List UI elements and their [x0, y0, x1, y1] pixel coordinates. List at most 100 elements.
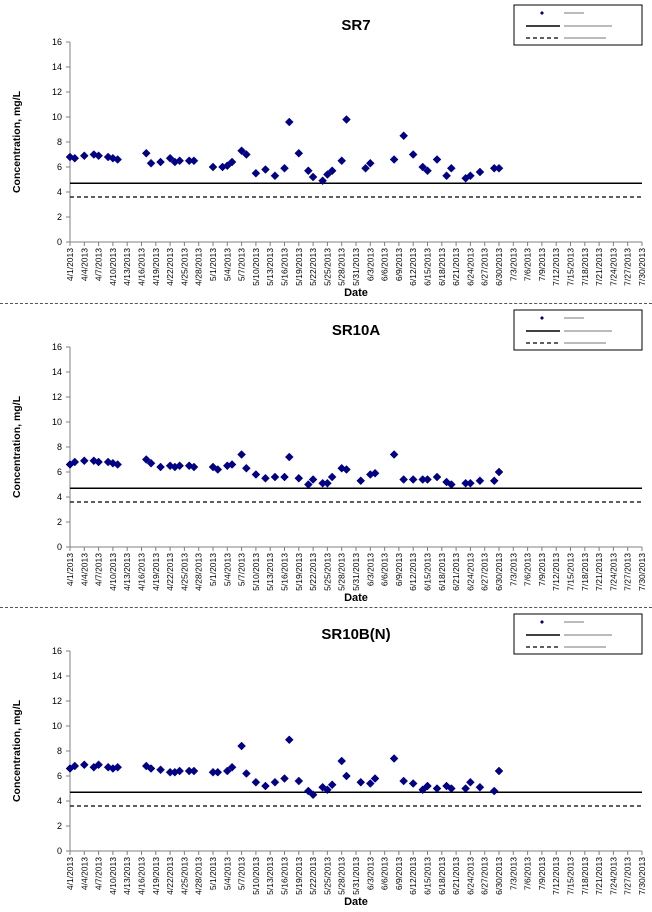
- x-tick-label: 5/10/2013: [251, 857, 261, 895]
- data-point: [70, 761, 80, 771]
- data-point: [175, 766, 184, 776]
- chart-panel-sr10a: SR10A 0 2 4 6 8 10 12 14 16 Concentration, mg/L 4/1…: [0, 305, 650, 607]
- x-tick-label: 4/1/2013: [65, 553, 75, 586]
- data-point: [251, 777, 261, 787]
- x-tick-label: 4/10/2013: [108, 248, 118, 286]
- data-point: [270, 171, 280, 181]
- data-point: [408, 779, 418, 788]
- data-point: [146, 158, 156, 168]
- legend-text-placeholder: [564, 12, 584, 14]
- data-point: [294, 776, 304, 786]
- legend-marker: [540, 620, 544, 624]
- legend-marker: [540, 316, 544, 320]
- data-point: [227, 460, 237, 469]
- data-point: [213, 465, 223, 474]
- data-point: [146, 458, 156, 468]
- data-point: [189, 766, 199, 776]
- data-point: [466, 777, 475, 787]
- x-tick-label: 6/12/2013: [408, 857, 418, 895]
- x-tick-label: 4/22/2013: [165, 248, 175, 286]
- x-tick-label: 7/15/2013: [566, 553, 576, 591]
- data-point: [175, 461, 184, 471]
- x-tick-label: 5/19/2013: [294, 248, 304, 286]
- x-tick-label: 5/22/2013: [308, 553, 318, 591]
- data-point: [175, 156, 184, 166]
- data-point: [94, 151, 103, 161]
- chart-sr10bn: SR10B(N) 0 2 4 6 8 10 12 14 16 Concentration, mg/L…: [11, 613, 647, 908]
- x-tick-label: 5/13/2013: [265, 857, 275, 895]
- x-tick-label: 5/13/2013: [265, 553, 275, 591]
- y-tick-label: 2: [57, 517, 62, 527]
- x-tick-label: 7/12/2013: [551, 553, 561, 591]
- x-tick-label: 6/30/2013: [494, 248, 504, 286]
- y-tick-label: 16: [52, 342, 62, 352]
- x-tick-label: 4/28/2013: [194, 248, 204, 286]
- x-tick-label: 6/27/2013: [480, 857, 490, 895]
- x-tick-label: 6/30/2013: [494, 553, 504, 591]
- data-point: [294, 148, 304, 158]
- x-tick-label: 5/16/2013: [280, 553, 290, 591]
- x-tick-label: 5/28/2013: [337, 248, 347, 286]
- x-tick-label: 5/13/2013: [265, 248, 275, 286]
- x-tick-label: 5/4/2013: [222, 857, 232, 890]
- data-point: [342, 465, 351, 474]
- data-point: [280, 472, 289, 482]
- data-point: [475, 476, 485, 486]
- data-point: [222, 161, 232, 171]
- legend-text-placeholder: [564, 342, 606, 344]
- x-tick-label: 4/25/2013: [179, 553, 189, 591]
- data-point: [242, 150, 251, 159]
- data-point: [146, 764, 156, 773]
- chart-sr10a: SR10A 0 2 4 6 8 10 12 14 16 Concentration, mg/L 4/1…: [11, 309, 647, 604]
- x-tick-label: 7/30/2013: [637, 857, 647, 895]
- data-point: [227, 762, 237, 772]
- data-point: [323, 170, 332, 179]
- x-tick-label: 5/1/2013: [208, 248, 218, 281]
- y-tick-label: 6: [57, 162, 62, 172]
- x-tick-label: 7/3/2013: [508, 248, 518, 281]
- data-point: [446, 784, 456, 793]
- data-point: [461, 784, 470, 793]
- data-point: [494, 163, 504, 173]
- x-tick-label: 4/4/2013: [79, 857, 89, 890]
- y-tick-label: 16: [52, 37, 62, 47]
- x-tick-label: 6/3/2013: [365, 857, 375, 890]
- x-tick-label: 7/21/2013: [594, 553, 604, 591]
- x-tick-label: 4/16/2013: [137, 553, 147, 591]
- y-tick-label: 10: [52, 721, 62, 731]
- y-tick-label: 10: [52, 417, 62, 427]
- data-point: [270, 777, 280, 787]
- x-axis-label: Date: [344, 287, 368, 299]
- chart-title: SR10A: [332, 322, 381, 339]
- x-tick-label: 4/1/2013: [65, 248, 75, 281]
- data-point: [489, 786, 499, 796]
- x-tick-label: 6/18/2013: [437, 553, 447, 591]
- data-point: [423, 166, 432, 176]
- data-point: [213, 767, 223, 777]
- x-tick-label: 7/30/2013: [637, 248, 647, 286]
- x-tick-label: 5/16/2013: [280, 857, 290, 895]
- legend-marker: [540, 11, 544, 15]
- data-point: [389, 754, 399, 763]
- x-tick-label: 6/21/2013: [451, 857, 461, 895]
- data-point: [308, 475, 318, 484]
- x-tick-label: 6/6/2013: [380, 857, 390, 890]
- x-tick-label: 5/22/2013: [308, 248, 318, 286]
- x-tick-label: 5/1/2013: [208, 857, 218, 890]
- y-tick-label: 14: [52, 62, 62, 72]
- data-point: [237, 741, 246, 751]
- y-tick-label: 4: [57, 796, 62, 806]
- data-point: [489, 476, 499, 486]
- x-tick-label: 6/18/2013: [437, 857, 447, 895]
- data-point: [399, 131, 409, 141]
- x-tick-label: 4/25/2013: [179, 248, 189, 286]
- data-point: [79, 456, 89, 466]
- data-point: [342, 771, 351, 781]
- x-axis-label: Date: [344, 592, 368, 604]
- x-tick-label: 4/22/2013: [165, 553, 175, 591]
- data-point: [466, 171, 475, 181]
- x-tick-label: 7/18/2013: [580, 857, 590, 895]
- y-tick-label: 2: [57, 212, 62, 222]
- data-point: [237, 450, 246, 459]
